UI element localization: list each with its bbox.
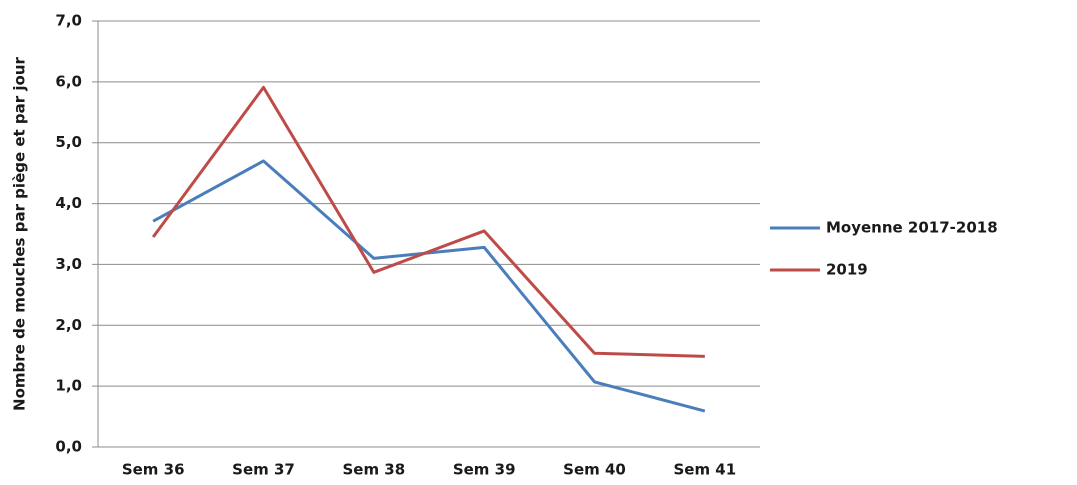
series-line bbox=[152, 159, 706, 413]
x-tick-label: Sem 40 bbox=[563, 461, 626, 479]
x-tick-label: Sem 36 bbox=[122, 461, 185, 479]
x-tick-label: Sem 38 bbox=[342, 461, 405, 479]
y-tick-label: 0,0 bbox=[55, 438, 82, 456]
x-tick-label: Sem 41 bbox=[673, 461, 736, 479]
y-tick-label: 4,0 bbox=[55, 194, 82, 212]
legend-label: 2019 bbox=[826, 261, 868, 279]
legend-label: Moyenne 2017-2018 bbox=[826, 219, 998, 237]
x-tick-label: Sem 39 bbox=[453, 461, 516, 479]
y-tick-label: 2,0 bbox=[55, 316, 82, 334]
series-line bbox=[151, 85, 705, 358]
x-tick-label: Sem 37 bbox=[232, 461, 295, 479]
y-tick-label: 7,0 bbox=[55, 12, 82, 30]
y-tick-label: 5,0 bbox=[55, 133, 82, 151]
y-tick-label: 1,0 bbox=[55, 377, 82, 395]
y-tick-label: 6,0 bbox=[55, 72, 82, 90]
y-axis-label: Nombre de mouches par piège et par jour bbox=[11, 56, 29, 410]
y-tick-label: 3,0 bbox=[55, 255, 82, 273]
